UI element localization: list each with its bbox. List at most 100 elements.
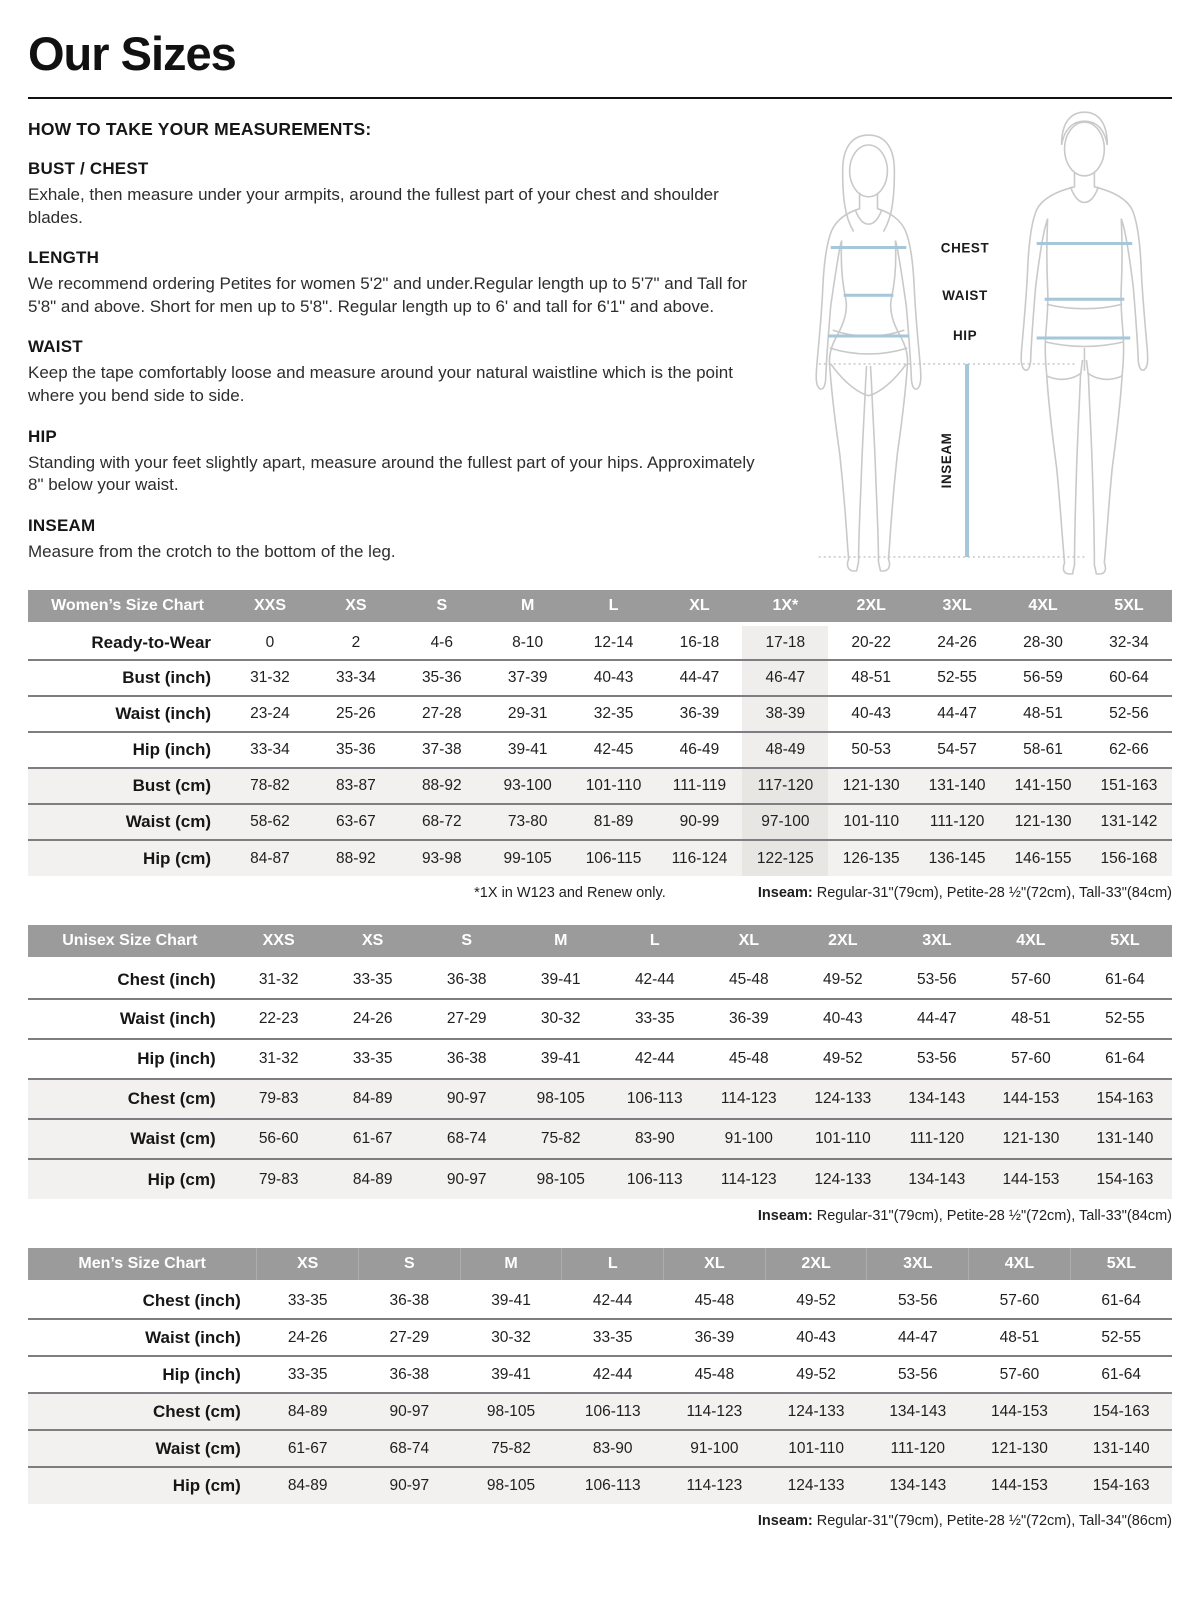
inseam-label: INSEAM xyxy=(939,433,954,489)
size-cell: 33-35 xyxy=(352,1050,393,1067)
size-cell: 60-64 xyxy=(1109,669,1149,686)
size-cell: 131-142 xyxy=(1085,804,1172,840)
size-cell: 42-44 xyxy=(592,1292,633,1309)
size-cell: 90-97 xyxy=(358,1467,461,1504)
size-cell: 144-153 xyxy=(983,1159,1078,1199)
table-title: Men’s Size Chart xyxy=(28,1248,257,1284)
size-cell: 39-41 xyxy=(540,1050,581,1067)
size-cell: 156-168 xyxy=(1085,840,1172,876)
size-cell: 53-56 xyxy=(897,1292,938,1309)
row-label: Hip (inch) xyxy=(132,740,212,759)
size-cell: 24-26 xyxy=(352,1010,393,1027)
size-cell: 121-130 xyxy=(1000,804,1086,840)
row-label: Hip (cm) xyxy=(28,1159,232,1199)
size-cell: 42-44 xyxy=(634,970,675,988)
size-cell: 31-32 xyxy=(258,970,299,988)
size-column-header: L xyxy=(561,1248,664,1284)
size-cell: 50-53 xyxy=(851,741,892,758)
size-column-header: M xyxy=(459,1248,562,1284)
size-cell: 28-30 xyxy=(1023,633,1063,651)
footnote-inseam-label: Inseam: xyxy=(757,885,813,901)
female-hair xyxy=(841,134,896,232)
title-divider xyxy=(28,97,1172,99)
size-cell: 33-34 xyxy=(250,741,290,758)
male-neckline xyxy=(1069,186,1100,204)
size-cell: 62-66 xyxy=(1109,741,1149,758)
size-cell: 45-48 xyxy=(694,1365,735,1383)
size-cell: 52-55 xyxy=(1101,1328,1141,1346)
size-cell: 24-26 xyxy=(287,1328,328,1346)
size-cell: 106-113 xyxy=(561,1467,664,1504)
size-cell: 68-72 xyxy=(398,804,485,840)
size-column-header: 5XL xyxy=(1069,1248,1172,1284)
table-header-row: Men’s Size Chart XS S M L XL 2XL 3XL 4XL 5XL xyxy=(28,1248,1172,1284)
row-label: Hip (cm) xyxy=(28,840,228,876)
size-cell: 114-123 xyxy=(701,1079,796,1119)
size-cell: 33-35 xyxy=(634,1010,675,1027)
size-cell: 73-80 xyxy=(484,804,571,840)
section-heading-hip: HIP xyxy=(28,426,57,446)
size-cell: 63-67 xyxy=(312,804,399,840)
size-cell: 42-44 xyxy=(592,1365,633,1383)
footnote-inseam-text: Regular-31"(79cm), Petite-28 ½"(72cm), T… xyxy=(812,1513,1172,1529)
table-row: Hip (cm) 84-89 90-97 98-105 106-113 114-123 12… xyxy=(28,1467,1172,1504)
table-row: Waist (inch) 24-26 27-29 30-32 33-35 36-39 40-… xyxy=(28,1319,1172,1356)
row-label: Waist (inch) xyxy=(119,1009,216,1028)
size-cell: 114-123 xyxy=(663,1393,766,1430)
size-cell: 52-55 xyxy=(1105,1010,1145,1027)
size-cell: 38-39 xyxy=(742,696,829,732)
size-cell: 134-143 xyxy=(889,1079,984,1119)
row-label: Hip (inch) xyxy=(162,1364,241,1384)
size-cell: 35-36 xyxy=(336,741,376,758)
size-cell: 37-38 xyxy=(421,741,462,758)
size-cell: 131-140 xyxy=(1070,1430,1172,1467)
size-cell: 88-92 xyxy=(398,768,485,804)
section-body-waist: Keep the tape comfortably loose and meas… xyxy=(28,363,733,406)
size-cell: 27-29 xyxy=(389,1328,430,1346)
size-cell: 37-39 xyxy=(507,669,548,686)
size-cell: 40-43 xyxy=(796,1328,836,1346)
page-title: Our Sizes xyxy=(28,27,237,80)
size-column-header: S xyxy=(398,590,485,626)
table-header-row: Women’s Size Chart XXS XS S M L XL 1X* 2XL 3XL 4XL… xyxy=(28,590,1172,626)
size-cell: 42-45 xyxy=(593,741,634,758)
size-cell: 4-6 xyxy=(430,633,453,651)
size-cell: 36-38 xyxy=(389,1365,430,1383)
female-body-left xyxy=(815,192,868,572)
size-cell: 84-89 xyxy=(256,1393,359,1430)
size-cell: 8-10 xyxy=(512,633,544,651)
size-cell: 131-140 xyxy=(1077,1119,1172,1159)
size-cell: 42-44 xyxy=(634,1050,675,1067)
size-cell: 121-130 xyxy=(968,1430,1071,1467)
size-column-header: XXS xyxy=(227,590,313,626)
table-row: Waist (inch) 22-23 24-26 27-29 30-32 33-35 36-… xyxy=(28,999,1172,1039)
size-cell: 52-55 xyxy=(937,669,977,686)
size-cell: 78-82 xyxy=(227,768,313,804)
size-cell: 61-64 xyxy=(1101,1292,1141,1309)
size-cell: 57-60 xyxy=(1011,1050,1051,1067)
mens-size-chart-table: Men’s Size Chart XS S M L XL 2XL 3XL 4XL 5XL Chest… xyxy=(28,1248,1172,1504)
table-row: Waist (cm) 61-67 68-74 75-82 83-90 91-100 101-… xyxy=(28,1430,1172,1467)
size-cell: 114-123 xyxy=(701,1159,796,1199)
row-label: Chest (inch) xyxy=(117,969,216,989)
table-row: Bust (cm) 78-82 83-87 88-92 93-100 101-110 111… xyxy=(28,768,1172,804)
female-head xyxy=(848,144,889,198)
table-row: Hip (cm) 79-83 84-89 90-97 98-105 106-113 114-… xyxy=(28,1159,1172,1199)
size-cell: 111-120 xyxy=(866,1430,969,1467)
footnote-inseam-label: Inseam: xyxy=(757,1513,813,1529)
size-cell: 117-120 xyxy=(742,768,829,804)
unisex-size-chart-section: Unisex Size Chart XXS XS S M L XL 2XL 3XL 4XL 5XL C… xyxy=(28,925,1172,1224)
size-cell: 83-90 xyxy=(607,1119,702,1159)
size-cell: 101-110 xyxy=(570,768,657,804)
table-row: Chest (inch) 33-35 36-38 39-41 42-44 45-48 49-… xyxy=(28,1282,1172,1319)
row-label: Waist (inch) xyxy=(145,1327,241,1347)
section-heading-bust-chest: BUST / CHEST xyxy=(28,159,149,178)
size-cell: 44-47 xyxy=(679,669,720,686)
size-column-header: M xyxy=(484,590,571,626)
size-cell: 44-47 xyxy=(937,705,977,722)
size-cell: 36-38 xyxy=(446,970,487,988)
size-cell: 61-67 xyxy=(256,1430,359,1467)
size-cell: 32-34 xyxy=(1109,633,1149,651)
size-cell: 111-120 xyxy=(914,804,1001,840)
size-cell: 106-115 xyxy=(570,840,657,876)
